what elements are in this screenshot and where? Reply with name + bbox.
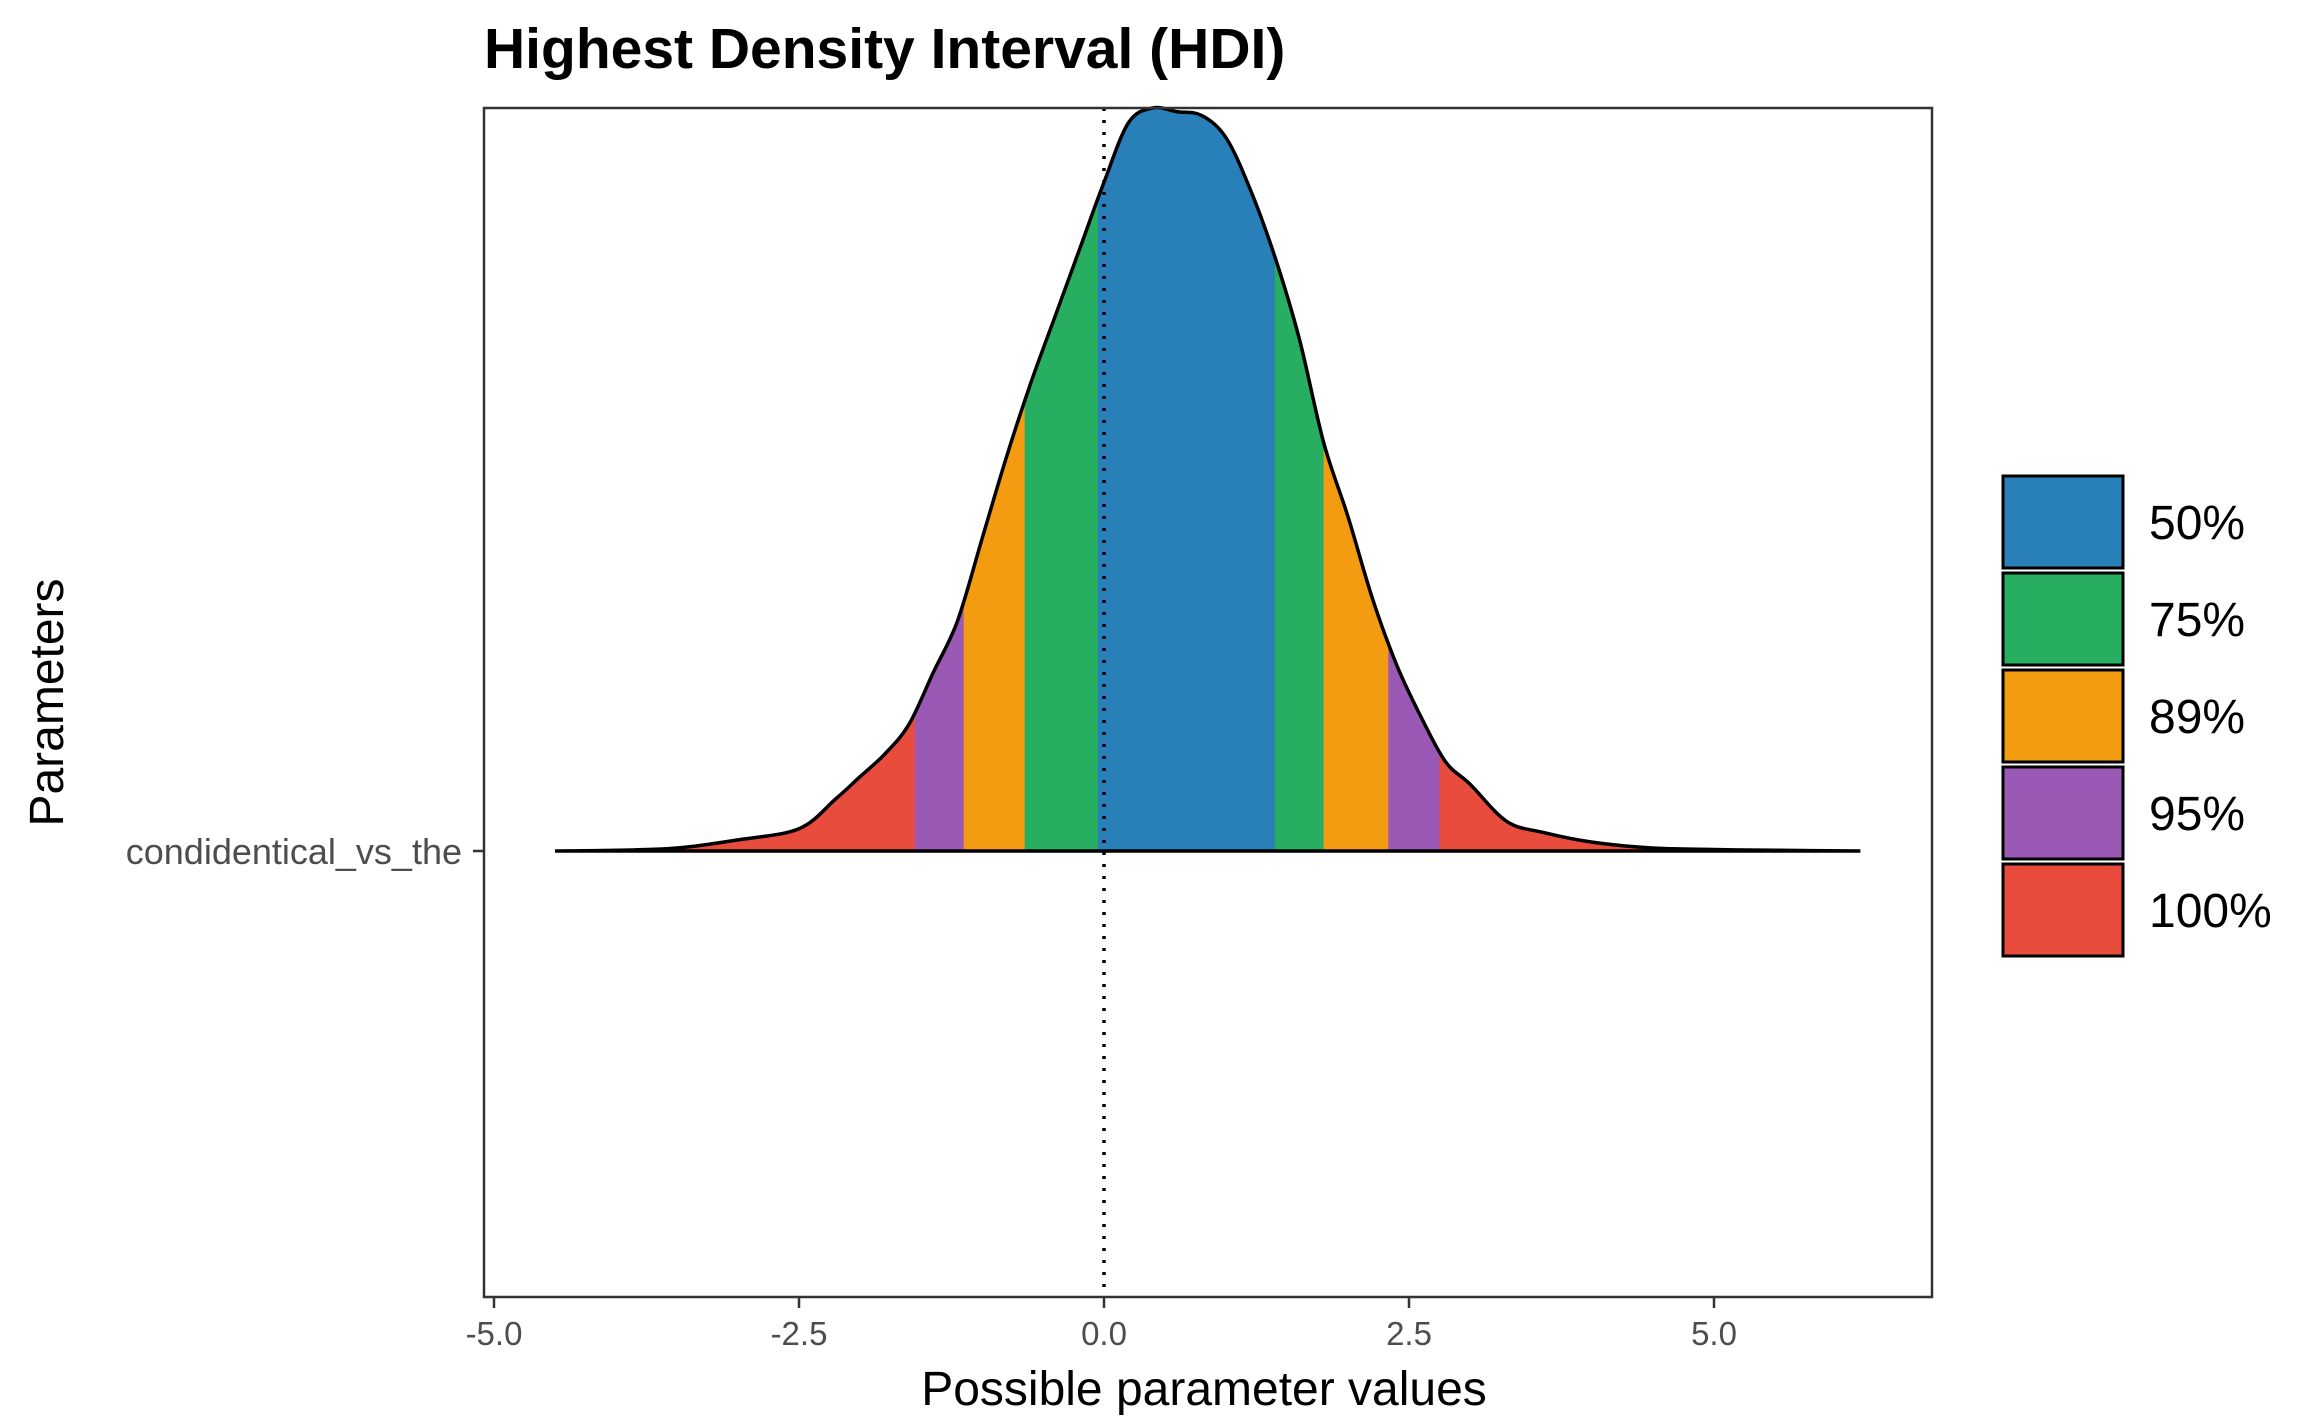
x-tick-label: -2.5: [771, 1315, 828, 1352]
x-tick-label: 0.0: [1081, 1315, 1127, 1352]
x-tick-label: 5.0: [1691, 1315, 1737, 1352]
y-axis: condidentical_vs_the: [126, 831, 484, 872]
legend-label: 100%: [2149, 885, 2272, 938]
legend-swatch: [2001, 668, 2125, 764]
legend-swatch: [2001, 765, 2125, 861]
legend-label: 95%: [2149, 788, 2245, 841]
density-outline: [554, 105, 1861, 853]
legend-label: 75%: [2149, 594, 2245, 647]
panel-border: [482, 106, 1934, 1299]
x-axis-title: Possible parameter values: [921, 1363, 1487, 1416]
legend-label: 89%: [2149, 691, 2245, 744]
legend-swatch: [2001, 571, 2125, 667]
hdi-bands: [555, 107, 1861, 851]
legend-label: 50%: [2149, 497, 2245, 550]
legend: 50% 75% 89% 95% 100%: [2001, 474, 2272, 958]
legend-swatch: [2001, 474, 2125, 570]
legend-swatch: [2001, 862, 2125, 958]
hdi-band-50pct: [1097, 107, 1275, 851]
chart-title: Highest Density Interval (HDI): [484, 17, 1285, 81]
x-axis: -5.0 -2.5 0.0 2.5 5.0: [466, 1297, 1737, 1352]
x-tick-label: -5.0: [466, 1315, 523, 1352]
y-tick-label: condidentical_vs_the: [126, 831, 462, 872]
x-tick-label: 2.5: [1386, 1315, 1432, 1352]
y-axis-title: Parameters: [21, 578, 74, 826]
